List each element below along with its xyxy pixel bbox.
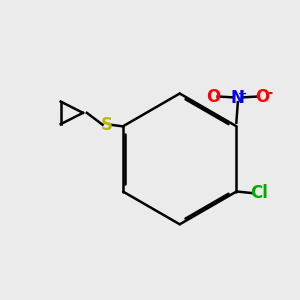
Text: N: N bbox=[231, 89, 245, 107]
Text: S: S bbox=[101, 116, 113, 134]
Text: +: + bbox=[238, 89, 248, 99]
Text: O: O bbox=[255, 88, 269, 106]
Text: O: O bbox=[206, 88, 220, 106]
Text: Cl: Cl bbox=[250, 184, 268, 202]
Text: -: - bbox=[266, 85, 272, 100]
